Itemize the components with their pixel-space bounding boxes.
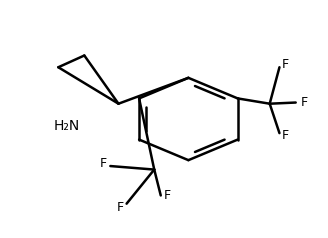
Text: F: F [164,189,171,202]
Text: F: F [300,96,307,109]
Text: H₂N: H₂N [53,119,80,133]
Text: F: F [117,201,124,214]
Text: F: F [282,129,289,142]
Text: F: F [282,58,289,71]
Text: F: F [100,157,107,170]
